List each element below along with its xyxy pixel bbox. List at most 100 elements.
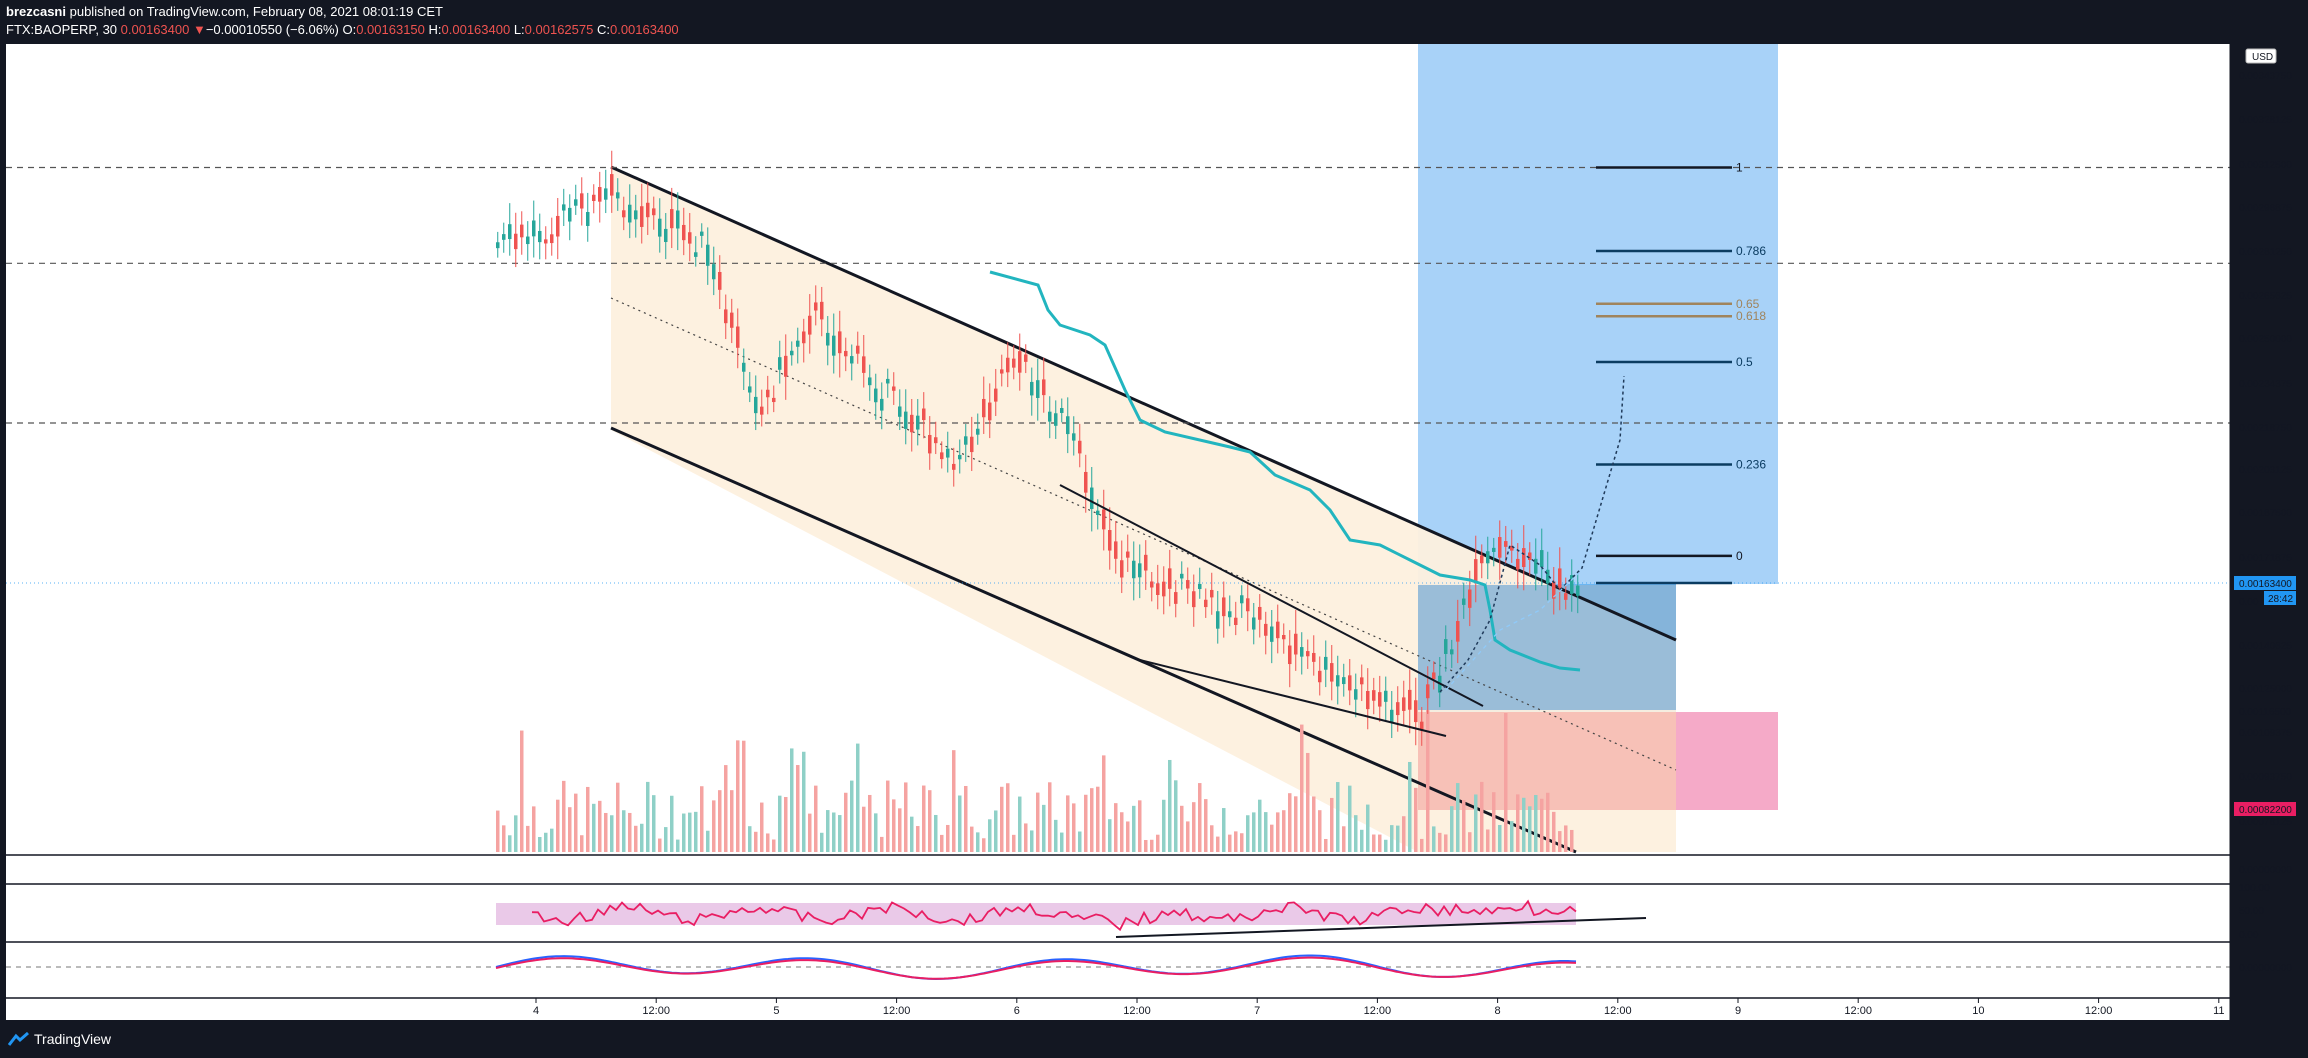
volume-bar: [1030, 830, 1034, 852]
rsi-axis-label: 100.00: [2239, 883, 2270, 894]
price-tick-label: 0.00125000: [2239, 684, 2292, 695]
volume-bar: [1222, 808, 1226, 852]
volume-bar: [1318, 810, 1322, 852]
volume-bar: [1456, 783, 1460, 852]
brand-label[interactable]: TradingView: [34, 1031, 112, 1047]
publisher-name[interactable]: brezcasni: [6, 4, 66, 19]
volume-bar: [652, 795, 656, 852]
candle-body: [712, 264, 716, 280]
trend-drawings[interactable]: [1059, 375, 1625, 737]
last-price-tag-label: 0.00163400: [2239, 579, 2292, 590]
symbol-label[interactable]: FTX:BAOPERP, 30: [6, 22, 118, 37]
candle-body: [802, 331, 806, 344]
volume-bar: [1060, 832, 1064, 852]
candle-body: [652, 208, 656, 216]
price-tick-label: 0.00109375: [2239, 728, 2292, 739]
horizontal-levels[interactable]: [6, 166, 2230, 584]
tradingview-logo-icon[interactable]: [8, 1031, 30, 1047]
candle-body: [700, 231, 704, 236]
candle-body: [772, 397, 776, 403]
candle-body: [724, 309, 728, 324]
volume-bar: [922, 785, 926, 852]
candle-body: [1546, 569, 1550, 584]
volume-bar: [1552, 811, 1556, 852]
time-tick-label: 7: [1254, 1005, 1260, 1017]
candle-body: [664, 228, 668, 243]
candle-body: [1150, 581, 1154, 588]
volume-bar: [586, 786, 590, 852]
volume-bar: [874, 813, 878, 852]
volume-bar: [1102, 755, 1106, 852]
volume-bar: [604, 812, 608, 852]
candle-body: [562, 204, 566, 211]
candle-body: [742, 362, 746, 372]
volume-bar: [1144, 839, 1148, 852]
candle-body: [850, 356, 854, 364]
channel-overlap: [1418, 585, 1676, 710]
volume-bar: [1240, 833, 1244, 852]
volume-bar: [1096, 786, 1100, 852]
volume-bar: [514, 815, 518, 852]
price-tick-label: 0.00296875: [2239, 203, 2292, 214]
volume-bar: [508, 835, 512, 852]
volume-bar: [988, 819, 992, 852]
indicator-panes: [6, 854, 2230, 999]
candle-body: [1198, 583, 1202, 590]
volume-bar: [1522, 797, 1526, 852]
volume-bar: [682, 813, 686, 852]
volume-bar: [784, 796, 788, 852]
volume-bar: [1564, 825, 1568, 852]
position-tool-zones[interactable]: [1418, 44, 1778, 810]
volume-bar: [526, 825, 530, 852]
candle-body: [904, 411, 908, 429]
candle-body: [1228, 611, 1232, 618]
candle-body: [1354, 689, 1358, 700]
volume-bar: [1468, 832, 1472, 852]
volume-bars: [496, 710, 1574, 852]
candle-body: [898, 406, 902, 417]
volume-bar: [1414, 787, 1418, 852]
wedge-lower-line: [1139, 659, 1447, 737]
rsi-axis-label: 0.00: [2239, 930, 2259, 941]
candle-body: [1486, 551, 1490, 564]
candle-body: [1288, 645, 1292, 665]
volume-bar: [1354, 815, 1358, 852]
candle-body: [946, 448, 950, 458]
candle-body: [604, 188, 608, 200]
time-axis[interactable]: 4 12:00 5 12:00 6 12:00 7 12:00 8 12:00 9 12:00 10 12…: [533, 998, 2225, 1017]
volume-bar: [928, 790, 932, 852]
fib-label-0.618: 0.618: [1736, 309, 1766, 323]
volume-bar: [1324, 838, 1328, 852]
price-axis[interactable]: USD 0.00343750 0.00328125 0.00312500 0.00296…: [2229, 44, 2296, 1020]
candle-body: [616, 192, 620, 199]
candle-body: [988, 402, 992, 421]
volume-bar: [802, 751, 806, 852]
candle-body: [1078, 440, 1082, 454]
wedge-upper-line: [1059, 484, 1484, 707]
volume-bar: [1558, 831, 1562, 852]
ema-polyline: [989, 270, 1581, 672]
fibonacci-retracement[interactable]: 1 0.786 0.650.618 0.5 0.236 0: [1596, 161, 1766, 585]
volume-bar: [646, 781, 650, 852]
volume-bar: [1396, 825, 1400, 852]
candle-body: [856, 345, 860, 354]
candle-body: [1342, 677, 1346, 685]
candle-body: [1450, 649, 1454, 655]
volume-bar: [1252, 812, 1256, 852]
time-tick-label: 10: [1972, 1005, 1984, 1017]
volume-bar: [1216, 836, 1220, 852]
price-tick-label: 0.00116500: [2239, 707, 2292, 718]
volume-bar: [1012, 834, 1016, 852]
volume-bar: [958, 795, 962, 852]
candle-body: [586, 212, 590, 226]
volume-bar: [1210, 825, 1214, 852]
candle-body: [1144, 554, 1148, 571]
candle-body: [1270, 626, 1274, 642]
volume-bar: [1264, 812, 1268, 852]
ohlc-legend: FTX:BAOPERP, 30 0.00163400 ▼−0.00010550 …: [6, 22, 679, 37]
price-tick-label: 0.00140625: [2239, 641, 2292, 652]
volume-bar: [1282, 810, 1286, 852]
candle-body: [862, 356, 866, 373]
volume-bar: [730, 790, 734, 852]
